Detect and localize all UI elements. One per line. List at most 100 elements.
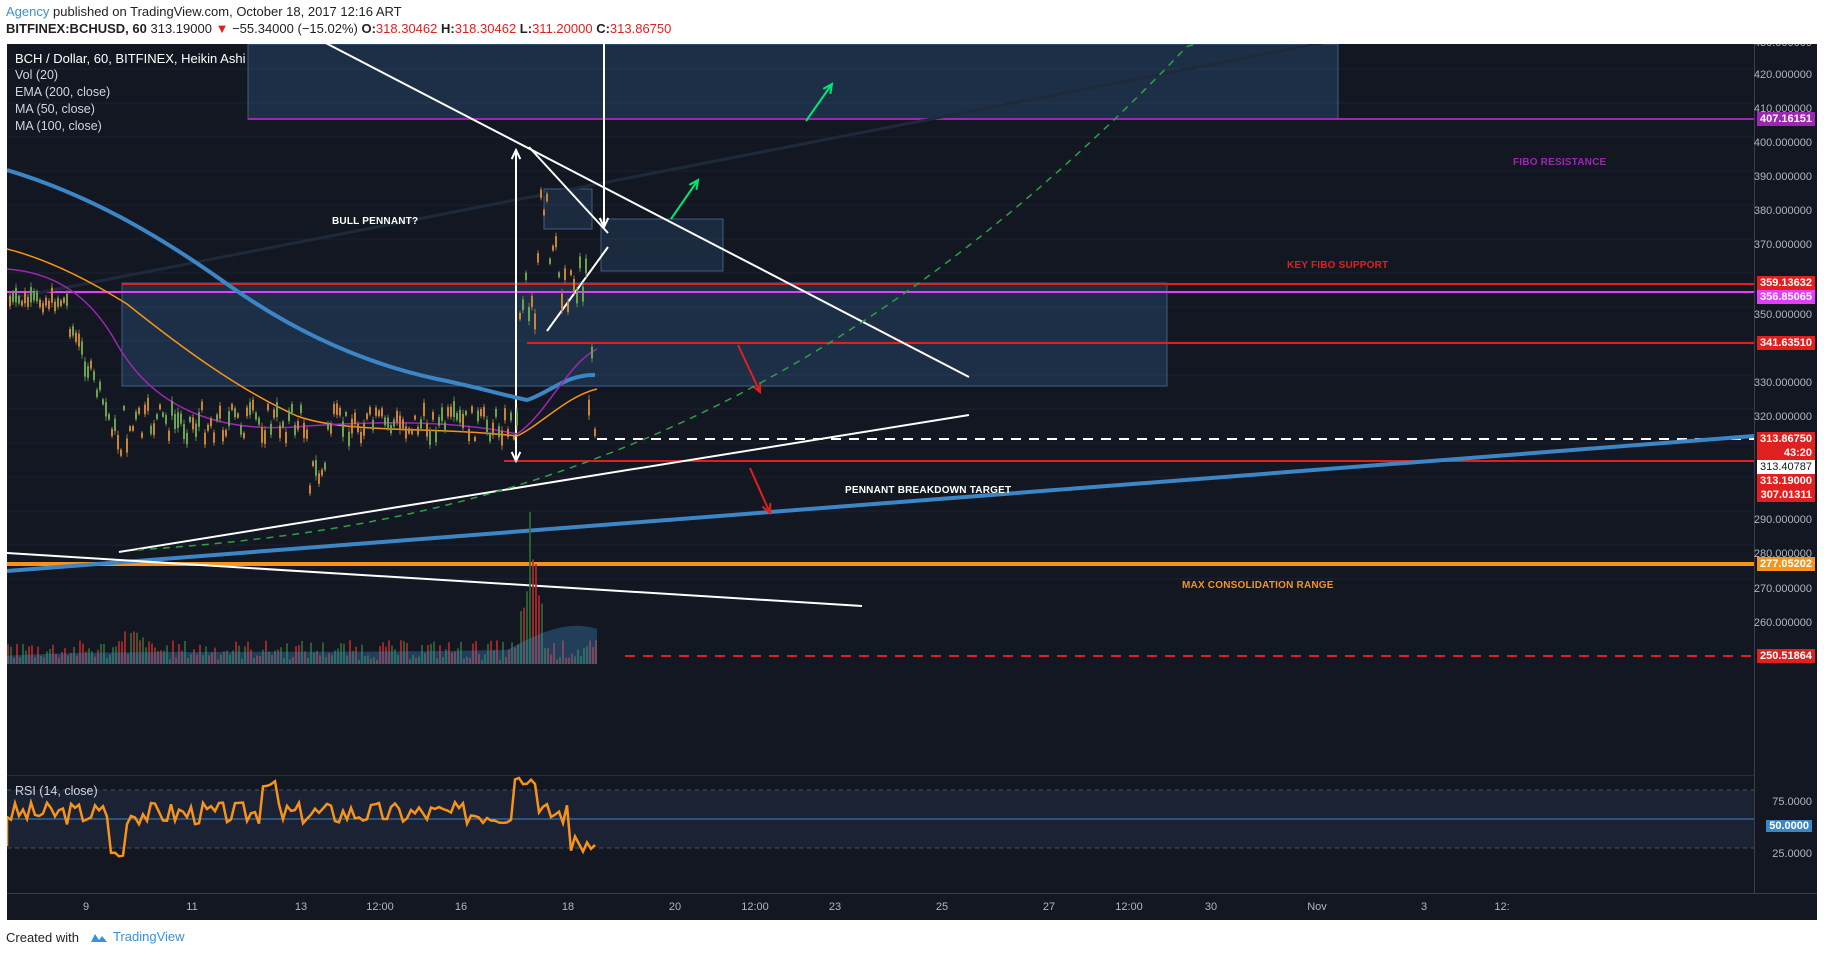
candle-body: [303, 422, 305, 438]
cloud-logo-icon: [91, 933, 107, 942]
candle-body: [240, 425, 242, 435]
price-tag[interactable]: 43:20: [1757, 446, 1815, 460]
time-tick-label: 12:00: [741, 901, 769, 913]
tradingview-brand-link[interactable]: TradingView: [87, 929, 185, 944]
volume-bar: [214, 647, 216, 664]
candle-body: [96, 389, 98, 397]
candle-body: [192, 417, 194, 430]
volume-bar: [250, 649, 252, 664]
volume-bar: [439, 645, 441, 664]
time-tick-label: 12:00: [366, 901, 394, 913]
volume-bar: [199, 644, 201, 664]
annotation-bull-pennant[interactable]: BULL PENNANT?: [332, 216, 419, 227]
volume-bar: [166, 645, 168, 664]
candle-body: [501, 430, 503, 446]
volume-bar: [172, 640, 174, 664]
candle-body: [489, 433, 491, 442]
legend-ma100[interactable]: MA (100, close): [15, 119, 102, 133]
volume-bar: [574, 656, 576, 664]
legend-ma50[interactable]: MA (50, close): [15, 102, 95, 116]
low-value: 311.20000: [532, 21, 593, 36]
volume-bar: [400, 640, 402, 664]
candle-body: [432, 412, 434, 420]
volume-bar: [211, 652, 213, 664]
volume-bar: [505, 657, 507, 664]
volume-bar: [370, 658, 372, 664]
published-text: published on TradingView.com, October 18…: [53, 4, 402, 19]
rsi-tick-label: 25.0000: [1772, 848, 1812, 860]
legend-ema200[interactable]: EMA (200, close): [15, 85, 111, 99]
volume-bar: [187, 658, 189, 664]
candle-body: [66, 293, 68, 306]
candle-body: [330, 423, 332, 434]
annotation-pennant-breakdown[interactable]: PENNANT BREAKDOWN TARGET: [845, 485, 1012, 496]
volume-bar: [589, 640, 591, 664]
candle-body: [126, 438, 128, 453]
time-tick-label: Nov: [1307, 901, 1327, 913]
price-tag[interactable]: 307.01311: [1757, 488, 1815, 502]
volume-bar: [535, 563, 537, 664]
author-link[interactable]: Agency: [6, 4, 50, 19]
rsi-chart-canvas[interactable]: [7, 776, 1754, 894]
legend-vol[interactable]: Vol (20): [15, 68, 59, 82]
price-axis[interactable]: 430.000000420.000000410.000000400.000000…: [1754, 44, 1817, 893]
price-tag[interactable]: 313.19000: [1757, 474, 1815, 488]
candle-body: [24, 291, 26, 304]
price-tag[interactable]: 359.13632: [1757, 276, 1815, 290]
price-change: −55.34000 (−15.02%): [232, 21, 358, 36]
candle-body: [345, 411, 347, 417]
price-tag[interactable]: 356.85065: [1757, 290, 1815, 304]
candle-body: [480, 409, 482, 417]
rsi-legend[interactable]: RSI (14, close): [15, 784, 98, 798]
candle-body: [309, 485, 311, 494]
price-pane[interactable]: BCH / Dollar, 60, BITFINEX, Heikin Ashi …: [7, 44, 1754, 774]
consolidation-zone: [121, 282, 1168, 387]
annotation-key-fibo-support[interactable]: KEY FIBO SUPPORT: [1287, 260, 1389, 271]
volume-bar: [313, 652, 315, 664]
pennant-upper-line: [325, 44, 970, 378]
annotation-max-consolidation[interactable]: MAX CONSOLIDATION RANGE: [1182, 580, 1334, 591]
price-tag[interactable]: 407.16151: [1757, 112, 1815, 126]
candle-body: [147, 397, 149, 411]
volume-bar: [25, 650, 27, 664]
price-tag[interactable]: 277.05202: [1757, 557, 1815, 571]
candle-body: [582, 286, 584, 302]
candle-body: [21, 300, 23, 306]
chart-container[interactable]: BCH / Dollar, 60, BITFINEX, Heikin Ashi …: [7, 44, 1817, 920]
candle-body: [558, 272, 560, 278]
volume-bar: [526, 591, 528, 664]
volume-bar: [445, 649, 447, 664]
price-tag[interactable]: 341.63510: [1757, 336, 1815, 350]
candle-body: [369, 407, 371, 415]
price-tag[interactable]: 313.86750: [1757, 432, 1815, 446]
volume-bar: [49, 648, 51, 664]
volume-bar: [379, 646, 381, 664]
pennant-top-zone: [600, 218, 724, 272]
volume-bar: [328, 653, 330, 664]
volume-bar: [286, 643, 288, 664]
candle-body: [144, 404, 146, 415]
volume-bar: [160, 650, 162, 664]
price-tag[interactable]: 250.51864: [1757, 649, 1815, 663]
candle-body: [93, 371, 95, 381]
rsi-pane[interactable]: RSI (14, close): [7, 775, 1754, 894]
candle-body: [447, 407, 449, 417]
breakout-arrow-2: [805, 83, 833, 122]
volume-bar: [298, 645, 300, 664]
volume-bar: [151, 643, 153, 664]
candle-body: [84, 361, 86, 377]
indicator-legend: BCH / Dollar, 60, BITFINEX, Heikin Ashi …: [15, 50, 245, 135]
symbol-legend-title[interactable]: BCH / Dollar, 60, BITFINEX, Heikin Ashi: [15, 51, 246, 66]
price-tag[interactable]: 313.40787: [1757, 460, 1815, 474]
candle-body: [426, 423, 428, 437]
annotation-fibo-resistance[interactable]: FIBO RESISTANCE: [1513, 157, 1607, 168]
rsi-tick-label: 75.0000: [1772, 796, 1812, 808]
tradingview-brand[interactable]: TradingView: [113, 929, 185, 944]
time-tick-label: 25: [935, 901, 949, 913]
price-tick-label: 270.000000: [1753, 583, 1812, 595]
candle-body: [522, 299, 524, 311]
candle-body: [237, 413, 239, 418]
time-axis[interactable]: 9 11 13 12:00 16 18 20 12:00 23 25 27 12:00 30 Nov 3 12…: [7, 893, 1817, 920]
candle-body: [420, 419, 422, 429]
price-chart-canvas[interactable]: [7, 44, 1754, 774]
